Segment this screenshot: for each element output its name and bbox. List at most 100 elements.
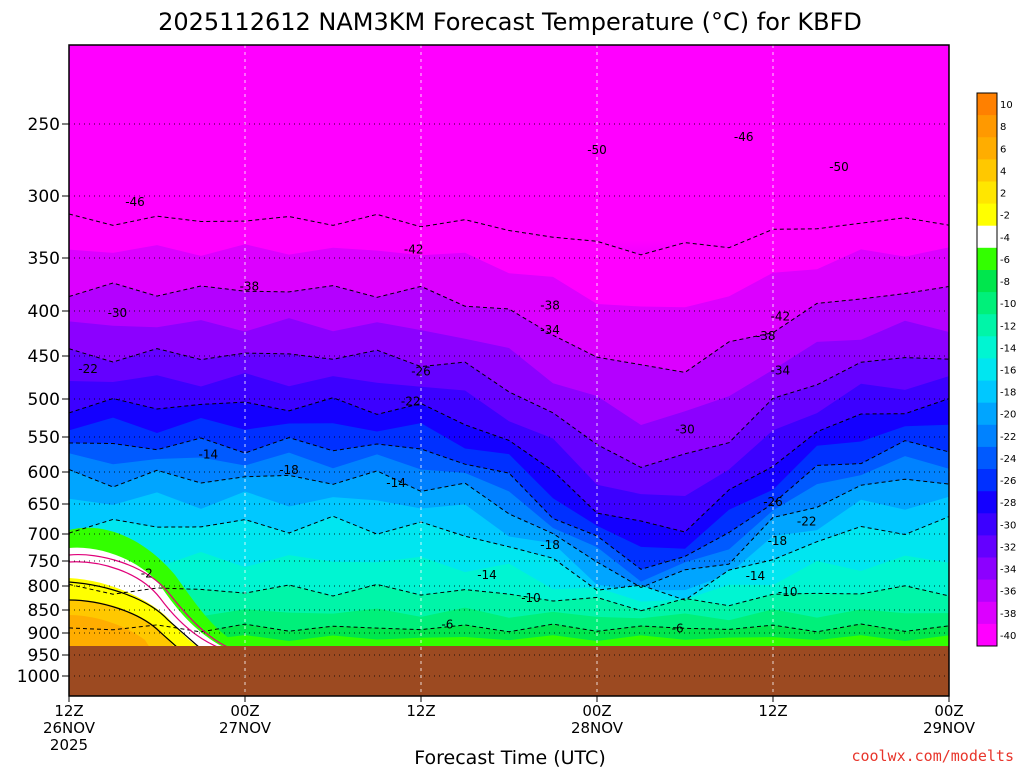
contour-label: -50 (587, 143, 607, 157)
contour-labels: -46-50-46-50-42-38-30-38-34-42-38-22 -26-… (78, 130, 849, 635)
contour-label: -22 (78, 362, 98, 376)
colorbar-swatch (977, 601, 997, 625)
colorbar-swatch (977, 336, 997, 359)
contour-label: -22 (401, 394, 421, 408)
contour-label: -30 (675, 422, 695, 436)
y-tick-label: 450 (28, 347, 60, 367)
y-tick-label: 500 (28, 390, 60, 410)
contour-label: -38 (756, 329, 776, 343)
contour-label: -18 (279, 463, 299, 477)
y-tick-label: 600 (28, 463, 60, 483)
colorbar-label: -40 (1000, 631, 1016, 642)
colorbar-swatch (977, 380, 997, 404)
colorbar-swatch (977, 491, 997, 514)
contour-label: -34 (540, 323, 560, 337)
colorbar-label: 8 (1000, 122, 1006, 133)
colorbar-swatch (977, 159, 997, 182)
x-tick-label: 00Z (934, 702, 963, 720)
contour-label: -14 (746, 569, 766, 583)
contour-label: -6 (672, 621, 684, 635)
temperature-contours (69, 213, 949, 649)
colorbar-label: -12 (1000, 321, 1016, 332)
contour-label: -22 (797, 514, 817, 528)
colorbar-swatch (977, 579, 997, 603)
colorbar-label: 10 (1000, 100, 1013, 111)
y-tick-label: 850 (28, 601, 60, 621)
contour-label: -30 (108, 306, 128, 320)
colorbar-swatch (977, 181, 997, 205)
colorbar-swatch (977, 513, 997, 536)
colorbar-swatch (977, 137, 997, 160)
x-tick-label: 29NOV (923, 719, 976, 737)
colorbar-label: -24 (1000, 454, 1016, 465)
colorbar-label: -28 (1000, 498, 1016, 509)
contour-label: -2 (141, 567, 153, 581)
colorbar-swatch (977, 93, 997, 116)
x-tick-label: 00Z (230, 702, 259, 720)
isotherm-line (69, 583, 949, 612)
y-tick-label: 250 (28, 115, 60, 135)
contour-label: -42 (404, 242, 424, 256)
contour-label: -10 (778, 585, 798, 599)
y-tick-label: 900 (28, 624, 60, 644)
y-axis: 250 300 350 400 450 500 550 600 650 700 750 800 850 9… (17, 115, 69, 687)
contour-label: -10 (521, 591, 541, 605)
isotherm-line-warm (69, 599, 179, 649)
colorbar-swatch (977, 469, 997, 492)
contour-label: -14 (386, 476, 406, 490)
isotherm-line-warm (69, 581, 201, 649)
contour-label: -46 (734, 130, 754, 144)
x-tick-label: 26NOV (43, 719, 96, 737)
isotherm-line (69, 623, 949, 633)
contour-label: -38 (540, 299, 560, 313)
contour-label: -18 (540, 538, 560, 552)
y-tick-label: 400 (28, 302, 60, 322)
isotherm-line (69, 515, 949, 601)
y-tick-label: 550 (28, 428, 60, 448)
colorbar-label: -14 (1000, 343, 1016, 354)
y-tick-label: 350 (28, 249, 60, 269)
terrain-mask (69, 646, 949, 696)
colorbar-label: -20 (1000, 410, 1016, 421)
contour-label: -18 (768, 534, 788, 548)
credit-text: coolwx.com/modelts (851, 747, 1014, 765)
contour-label: -26 (763, 495, 783, 509)
contour-label: -14 (199, 448, 219, 462)
colorbar-swatch (977, 358, 997, 381)
colorbar-label: -36 (1000, 587, 1016, 598)
x-tick-label: 27NOV (219, 719, 272, 737)
x-tick-label: 12Z (758, 702, 787, 720)
warm-band-orange (69, 615, 150, 648)
x-tick-label: 12Z (54, 702, 83, 720)
y-tick-label: 950 (28, 646, 60, 666)
colorbar-label: -16 (1000, 366, 1016, 377)
colorbar-label: -32 (1000, 543, 1016, 554)
colorbar-label: -18 (1000, 388, 1016, 399)
y-tick-label: 750 (28, 552, 60, 572)
isotherm-line (69, 469, 949, 588)
colorbar-swatch (977, 314, 997, 337)
x-tick-label: 12Z (406, 702, 435, 720)
contour-label: -46 (125, 195, 145, 209)
isotherm-line (69, 397, 949, 533)
colorbar-label: -22 (1000, 432, 1016, 443)
colorbar-swatch (977, 247, 997, 271)
colorbar-swatch (977, 424, 997, 448)
colorbar-label: -4 (1000, 233, 1010, 244)
contour-label: -42 (771, 309, 791, 323)
contour-label: -6 (441, 617, 453, 631)
colorbar-swatch (977, 402, 997, 426)
colorbar-label: -6 (1000, 255, 1010, 266)
colorbar-label: 6 (1000, 144, 1006, 155)
y-tick-label: 700 (28, 525, 60, 545)
colorbar-swatch (977, 535, 997, 558)
plot-area: -46-50-46-50-42-38-30-38-34-42-38-22 -26-… (69, 45, 949, 696)
colorbar-label: -30 (1000, 520, 1016, 531)
x-tick-label: 2025 (50, 736, 88, 754)
contour-label: -14 (477, 568, 497, 582)
plot-frame (68, 44, 950, 697)
gridlines (69, 45, 949, 696)
colorbar-label: -34 (1000, 565, 1016, 576)
